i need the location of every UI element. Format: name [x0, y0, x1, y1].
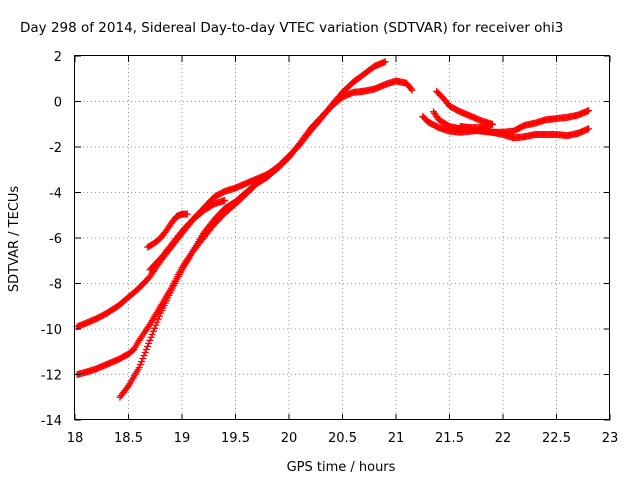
data-point	[488, 120, 496, 128]
data-point	[285, 152, 293, 160]
data-point	[142, 345, 150, 353]
series-track-h	[433, 87, 496, 128]
data-point	[141, 349, 149, 357]
data-point	[144, 342, 152, 350]
data-point	[148, 330, 156, 338]
data-point	[151, 324, 159, 332]
y-tick-label: -8	[49, 278, 62, 293]
data-point	[408, 86, 416, 94]
data-point	[145, 339, 153, 347]
data-point	[123, 384, 131, 391]
x-tick-label: 19	[174, 431, 191, 446]
series-track-e	[146, 196, 229, 274]
data-point	[585, 125, 593, 133]
series-track-i	[456, 120, 496, 132]
data-point	[183, 210, 191, 218]
data-point	[155, 312, 163, 320]
x-tick-label: 18	[67, 431, 84, 446]
x-tick-label: 21.5	[435, 431, 464, 446]
data-point	[139, 355, 147, 363]
y-tick-label: 2	[54, 50, 62, 65]
x-tick-label: 19.5	[221, 431, 250, 446]
grid	[75, 56, 610, 420]
x-tick-label: 18.5	[114, 431, 143, 446]
data-point	[154, 315, 162, 323]
data-point	[136, 361, 144, 369]
data-point	[153, 318, 161, 326]
data-point	[149, 327, 157, 335]
x-tick-label: 23	[602, 431, 619, 446]
data-marks	[73, 58, 593, 401]
y-tick-label: -12	[41, 369, 62, 384]
x-tick-label: 20.5	[328, 431, 357, 446]
data-point	[381, 58, 389, 66]
x-tick-label: 22.5	[542, 431, 571, 446]
chart-title: Day 298 of 2014, Sidereal Day-to-day VTE…	[20, 20, 563, 36]
data-point	[140, 352, 148, 360]
series-track-g	[419, 112, 593, 142]
data-point	[138, 358, 146, 366]
data-point	[135, 364, 143, 372]
data-point	[152, 321, 160, 329]
x-axis-label: GPS time / hours	[287, 460, 396, 475]
series-track-b	[73, 77, 416, 378]
x-tick-label: 22	[495, 431, 512, 446]
data-point	[585, 107, 593, 115]
data-point	[284, 153, 292, 161]
x-tick-label: 20	[281, 431, 298, 446]
y-tick-label: -6	[49, 232, 62, 247]
y-tick-label: -14	[41, 414, 62, 429]
data-point	[146, 336, 154, 344]
data-point	[221, 196, 229, 204]
axis-ticks: 18 18.5 19 19.5 20 20.5 21 21.5 22 22.5 2320-2-4-6…	[41, 50, 619, 446]
data-point	[407, 85, 415, 93]
x-tick-label: 21	[388, 431, 405, 446]
y-tick-label: -10	[41, 323, 62, 338]
series-track-c	[116, 152, 293, 401]
y-tick-label: -4	[49, 187, 62, 202]
y-axis-label: SDTVAR / TECUs	[7, 186, 22, 293]
y-tick-label: 0	[54, 96, 62, 111]
data-point	[147, 333, 155, 341]
y-tick-label: -2	[49, 141, 62, 156]
series-track-d	[144, 210, 191, 251]
